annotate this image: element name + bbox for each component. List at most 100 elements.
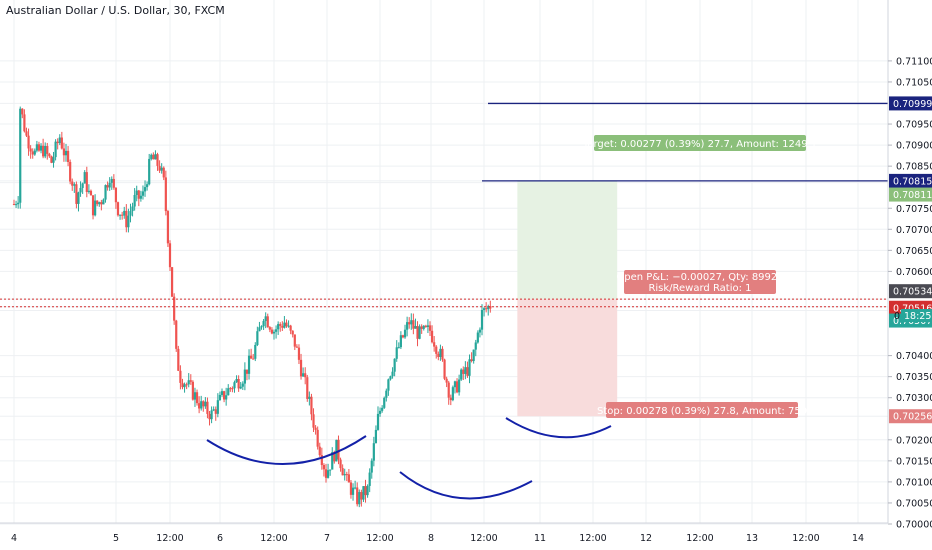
candle-body [428, 325, 432, 331]
time-tick-label: 12 [640, 533, 652, 544]
price-tick-label: 0.70850 [896, 162, 932, 173]
price-axis[interactable]: 0.71100 0.71050 0.70950 0.70900 0.70850 0.707… [887, 0, 932, 531]
candle-body [287, 325, 290, 327]
candle-body [368, 472, 371, 486]
candle-body [222, 391, 226, 400]
candle-body [46, 145, 49, 154]
candle-body [73, 184, 76, 186]
tag-target-line-text: 0.70815 [893, 176, 932, 187]
candle-body [56, 141, 59, 144]
stop-label: Stop: 0.00278 (0.39%) 27.8, Amount: 750 [597, 402, 807, 418]
tag-partial-text: 0 [894, 311, 900, 322]
candle-body [123, 210, 126, 216]
candle-body [245, 369, 249, 374]
candle-body [381, 407, 384, 411]
candle-body [60, 137, 63, 149]
candle-body [89, 190, 93, 196]
candle-body [272, 331, 276, 334]
candle-body [129, 211, 132, 216]
candle-body [391, 371, 394, 377]
candle-body [96, 200, 99, 205]
candle-body [66, 150, 70, 162]
candle-body [19, 108, 22, 203]
tag-target-level-text: 0.70811 [893, 190, 932, 201]
candle-body [252, 358, 255, 360]
time-axis[interactable]: 4 5 12:00 6 12:00 7 12:00 8 12:00 11 12:00 12 12:00 1… [0, 522, 888, 544]
candle-body [341, 468, 344, 476]
candle-body [189, 380, 192, 382]
candle-body [137, 190, 140, 199]
drawings: Target: 0.00277 (0.39%) 27.7, Amount: 12… [0, 102, 888, 500]
candle-body [247, 355, 251, 374]
candle-body [54, 141, 57, 158]
tag-stop-text: 0.70256 [893, 412, 932, 423]
candle-body [480, 309, 484, 330]
candle-body [299, 359, 303, 377]
candle-body [183, 384, 186, 388]
tag-target-level-bg [889, 187, 932, 202]
candle-body [235, 378, 238, 383]
price-tick-label: 0.70100 [896, 477, 932, 488]
candle-body [241, 383, 244, 387]
candle-body [258, 327, 261, 332]
candle-body [274, 329, 278, 332]
time-tick-label: 12:00 [579, 533, 606, 544]
candle-body [233, 382, 236, 389]
candle-body [150, 154, 153, 159]
candle-body [218, 394, 222, 401]
candle-body [262, 320, 265, 327]
candle-body [25, 131, 28, 136]
candle-body [118, 214, 122, 216]
candle-body [160, 167, 163, 171]
candle-body [256, 331, 259, 345]
candle-body [14, 204, 18, 206]
candle-body [193, 392, 197, 400]
candle-body [131, 206, 134, 212]
candle-body [326, 470, 330, 478]
candle-body [175, 320, 178, 349]
time-tick-label: 14 [852, 533, 864, 544]
candle-body [320, 455, 323, 465]
candle-body [154, 154, 157, 160]
candle-body [198, 403, 201, 409]
head-arc [399, 471, 533, 500]
candle-body [204, 401, 207, 407]
candle-body [195, 392, 199, 404]
time-tick-label: 8 [428, 533, 434, 544]
candle-body [208, 413, 211, 420]
candle-body [366, 485, 369, 496]
candle-body [83, 172, 86, 184]
candle-body [403, 329, 407, 338]
candle-body [395, 347, 398, 359]
candle-body [177, 348, 180, 371]
candle-body [362, 486, 365, 500]
price-tick-label: 0.71100 [896, 56, 932, 67]
candle-body [378, 410, 382, 414]
candle-body [489, 306, 492, 309]
candles [12, 106, 492, 508]
candle-body [308, 396, 311, 399]
time-tick-label: 12:00 [686, 533, 713, 544]
candle-body [433, 342, 436, 347]
time-tick-label: 12:00 [792, 533, 819, 544]
tag-target-level: 0.70811 [889, 187, 932, 202]
candle-body [345, 474, 348, 476]
candle-body [220, 391, 224, 395]
target-label-bg [594, 135, 806, 151]
candle-body [318, 446, 321, 456]
candle-body [187, 380, 190, 385]
candle-body [410, 320, 413, 325]
candle-body [487, 306, 490, 310]
stop-label-bg [606, 402, 798, 418]
candle-body [12, 204, 16, 206]
candle-body [91, 195, 95, 216]
candle-body [277, 324, 280, 330]
candle-body [329, 469, 332, 471]
tag-ask-text: 0.70534 [893, 287, 932, 298]
candle-body [279, 324, 282, 326]
candle-body [458, 379, 461, 393]
candle-body [306, 377, 309, 399]
time-tick-label: 12:00 [260, 533, 287, 544]
candle-body [460, 369, 463, 380]
